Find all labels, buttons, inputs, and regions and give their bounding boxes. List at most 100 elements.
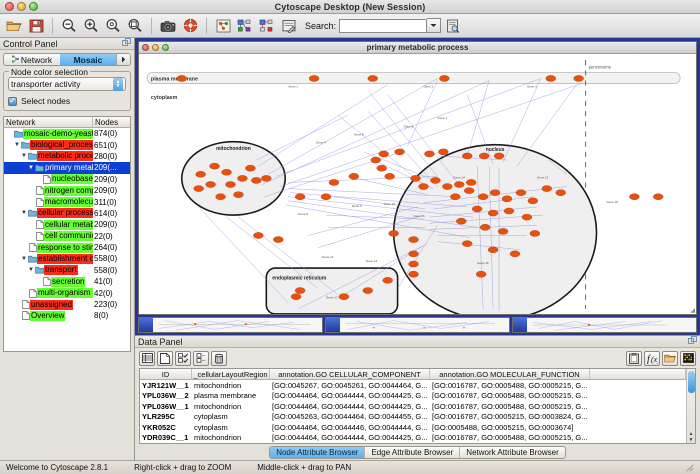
network-close-button[interactable]	[142, 44, 149, 51]
tree-expand-toggle[interactable]: ▼	[21, 255, 27, 262]
tree-row[interactable]: multi-organism process42(0)	[4, 287, 130, 299]
mini-network-window[interactable]	[138, 317, 323, 333]
tree-col-nodes[interactable]: Nodes	[95, 117, 119, 127]
tree-expand-toggle[interactable]: ▼	[28, 267, 34, 274]
table-cell[interactable]: [GO:0016787, GO:0005488, GO:0005215, G..…	[432, 391, 588, 401]
select-all-icon[interactable]	[139, 350, 155, 366]
mini-network-window[interactable]	[512, 317, 697, 333]
zoom-out-icon[interactable]	[59, 16, 79, 36]
table-row[interactable]: YPL036W__2 plasma membrane [GO:0044464, GO…	[140, 391, 686, 402]
attribute-browser-tab[interactable]: Node Attribute Browser	[270, 446, 366, 458]
tree-row[interactable]: mosaic-demo-yeast 874(0)	[4, 128, 130, 139]
chevron-right-icon[interactable]	[116, 54, 130, 65]
tree-row[interactable]: Overview 8(0)	[4, 310, 130, 321]
filter-icon[interactable]	[279, 16, 299, 36]
lifesaver-help-icon[interactable]	[180, 16, 200, 36]
network-maximize-button[interactable]	[162, 44, 169, 51]
table-cell[interactable]: mitochondrion	[194, 433, 242, 443]
tree-expand-toggle[interactable]: ▼	[21, 210, 27, 217]
search-options-icon[interactable]	[443, 16, 463, 36]
tree-row[interactable]: cellular metabolic pr209(0)	[4, 219, 130, 230]
table-cell[interactable]: cytoplasm	[194, 422, 228, 432]
table-cell-id[interactable]: YLR295C	[142, 412, 175, 422]
function-builder-icon[interactable]: f(x)	[644, 350, 660, 366]
table-cell[interactable]: [GO:0016787, GO:0005488, GO:0005215, G..…	[432, 401, 588, 411]
scrollbar-thumb[interactable]	[687, 371, 695, 393]
float-panel-icon[interactable]	[122, 38, 131, 49]
table-cell[interactable]: [GO:0016787, GO:0005488, GO:0005215, G..…	[432, 433, 588, 443]
tree-row[interactable]: nucleobase-containing209(0)	[4, 174, 130, 185]
table-cell[interactable]: [GO:0044464, GO:0044444, GO:0044425, G..…	[272, 401, 428, 411]
table-cell-id[interactable]: YPL036W__1	[142, 401, 189, 411]
table-cell[interactable]: [GO:0016787, GO:0005488, GO:0005215, G..…	[432, 380, 588, 390]
table-cell-id[interactable]: YPL036W__2	[142, 391, 189, 401]
network-minimize-button[interactable]	[152, 44, 159, 51]
camera-icon[interactable]	[158, 16, 178, 36]
table-column-header[interactable]: annotation.GO MOLECULAR_FUNCTION	[430, 369, 590, 379]
chevron-down-icon[interactable]	[427, 18, 442, 33]
adjacent-edges-icon[interactable]	[257, 16, 277, 36]
scroll-down-arrow-icon[interactable]: ▼	[688, 437, 694, 443]
select-nodes-checkbox[interactable]: ✓	[8, 96, 17, 106]
tree-expand-toggle[interactable]: ▼	[14, 142, 20, 149]
table-vertical-scrollbar[interactable]: ▲ ▼	[686, 369, 695, 443]
table-cell[interactable]: [GO:0044464, GO:0044446, GO:0044444, G..…	[272, 422, 428, 432]
table-column-header[interactable]: annotation.GO CELLULAR_COMPONENT	[270, 369, 430, 379]
zoom-selected-icon[interactable]	[103, 16, 123, 36]
zoom-fit-icon[interactable]	[125, 16, 145, 36]
table-column-header[interactable]	[590, 369, 686, 379]
table-column-header[interactable]: ID	[140, 369, 192, 379]
delete-attribute-icon[interactable]	[211, 350, 227, 366]
mini-network-canvas[interactable]	[340, 318, 509, 332]
select-attributes-icon[interactable]	[175, 350, 191, 366]
network-tree-rows[interactable]: mosaic-demo-yeast 874(0) ▼ biological_proce…	[4, 128, 130, 351]
node-color-attribute-select[interactable]: transporter activity ▲ ▼	[8, 77, 126, 91]
table-row[interactable]: YPL036W__1 mitochondrion [GO:0044464, GO:0…	[140, 401, 686, 412]
heatmap-icon[interactable]	[680, 350, 696, 366]
tree-row[interactable]: ▼ cellular process 614(0)	[4, 208, 130, 219]
tree-expand-toggle[interactable]: ▼	[28, 164, 34, 171]
table-cell-id[interactable]: YDR039C__1	[142, 433, 189, 443]
network-canvas[interactable]: plasma membrane cytoplasm peroxisome mit…	[139, 54, 696, 314]
table-cell[interactable]: [GO:0044464, GO:0044444, GO:0044425, G..…	[272, 433, 428, 443]
tree-row[interactable]: macromolecule metab311(0)	[4, 196, 130, 208]
table-cell-id[interactable]: YJR121W__1	[142, 380, 189, 390]
minimize-window-button[interactable]	[17, 2, 26, 11]
table-cell[interactable]: mitochondrion	[194, 380, 242, 390]
mini-network-window[interactable]	[325, 317, 510, 333]
canvas-resize-grip[interactable]: ◢	[690, 308, 695, 314]
save-disk-icon[interactable]	[26, 16, 46, 36]
table-cell[interactable]: [GO:0045267, GO:0045261, GO:0044464, G..…	[272, 380, 428, 390]
table-cell[interactable]: [GO:0016787, GO:0005215, GO:0003824, G..…	[432, 412, 588, 422]
table-row[interactable]: YLR295C cytoplasm [GO:0045263, GO:0044464,…	[140, 412, 686, 423]
tree-row[interactable]: secretion 41(0)	[4, 276, 130, 287]
table-row[interactable]: YJR121W__1 mitochondrion [GO:0045267, GO:0…	[140, 380, 686, 391]
close-window-button[interactable]	[5, 2, 14, 11]
table-column-header[interactable]: _cellularLayoutRegion	[192, 369, 270, 379]
network-grid-icon[interactable]	[213, 16, 233, 36]
select-nodes-row[interactable]: ✓ Select nodes	[8, 96, 126, 106]
table-row[interactable]: YKR052C cytoplasm [GO:0044464, GO:0044446,…	[140, 422, 686, 433]
search-input[interactable]	[339, 18, 428, 33]
table-cell[interactable]: [GO:0044464, GO:0044444, GO:0044425, G..…	[272, 391, 428, 401]
mini-network-canvas[interactable]	[527, 318, 696, 332]
window-resize-grip[interactable]	[685, 463, 694, 472]
scroll-up-arrow-icon[interactable]: ▲	[688, 431, 694, 437]
clipboard-icon[interactable]	[626, 350, 642, 366]
maximize-window-button[interactable]	[29, 2, 38, 11]
table-cell[interactable]: [GO:0045263, GO:0044464, GO:0044455, G..…	[272, 412, 428, 422]
tree-expand-toggle[interactable]: ▼	[21, 153, 27, 160]
table-cell[interactable]: plasma membrane	[194, 391, 257, 401]
tree-row[interactable]: cell communication22(0)	[4, 231, 130, 242]
tree-row[interactable]: nitrogen compound me209(0)	[4, 185, 130, 196]
tree-row[interactable]: ▼ establishment of loca558(0)	[4, 253, 130, 264]
list-attributes-icon[interactable]	[193, 350, 209, 366]
zoom-in-icon[interactable]	[81, 16, 101, 36]
attribute-browser-tab[interactable]: Edge Attribute Browser	[365, 446, 461, 458]
tab-mosaic[interactable]: Mosaic	[60, 54, 116, 65]
tree-col-network[interactable]: Network	[4, 117, 93, 127]
tree-row[interactable]: ▼ biological_process 651(0)	[4, 139, 130, 151]
tree-row[interactable]: unassigned 223(0)	[4, 299, 130, 310]
table-row[interactable]: YDR039C__1 mitochondrion [GO:0044464, GO:0…	[140, 433, 686, 444]
mini-network-canvas[interactable]	[153, 318, 322, 332]
